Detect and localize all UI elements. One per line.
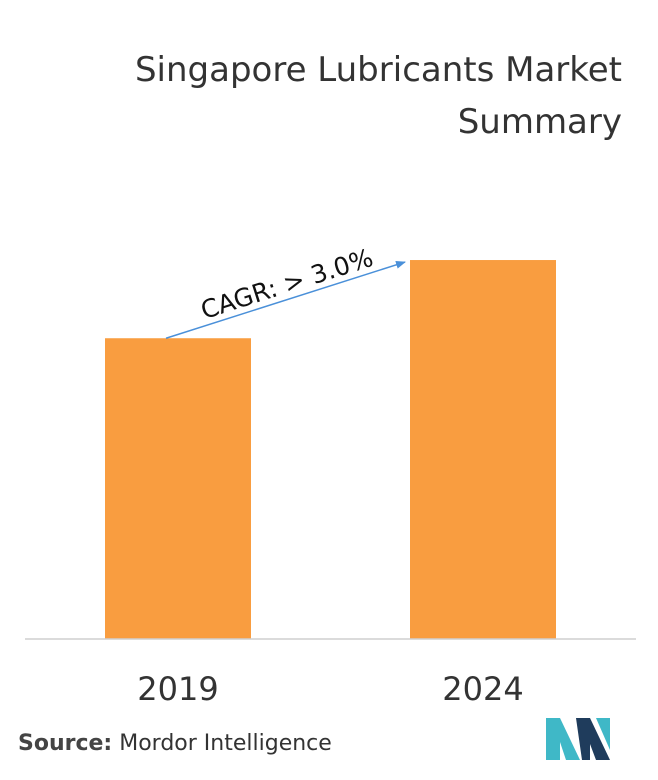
chart-title-line-2: Summary [457,102,622,142]
chart-title: Singapore Lubricants Market Summary [40,44,622,148]
chart-title-line-1: Singapore Lubricants Market [134,50,622,90]
logo-right-shape [576,718,610,760]
bar-chart: 2019 2024 CAGR: > 3.0% [25,243,636,708]
source-label: Source: [18,731,113,756]
source-note: Source: Mordor Intelligence [18,731,332,756]
bar-2019 [105,338,251,639]
source-text: Mordor Intelligence [119,731,332,756]
cagr-label: CAGR: > 3.0% [197,243,376,325]
logo-left-shape [546,718,580,760]
cagr-arrow [165,260,406,339]
bar-2024 [410,260,556,639]
mordor-intelligence-logo [546,718,610,760]
x-tick-label-2024: 2024 [442,670,523,708]
logo-right-accent [596,718,610,750]
x-tick-label-2019: 2019 [137,670,218,708]
